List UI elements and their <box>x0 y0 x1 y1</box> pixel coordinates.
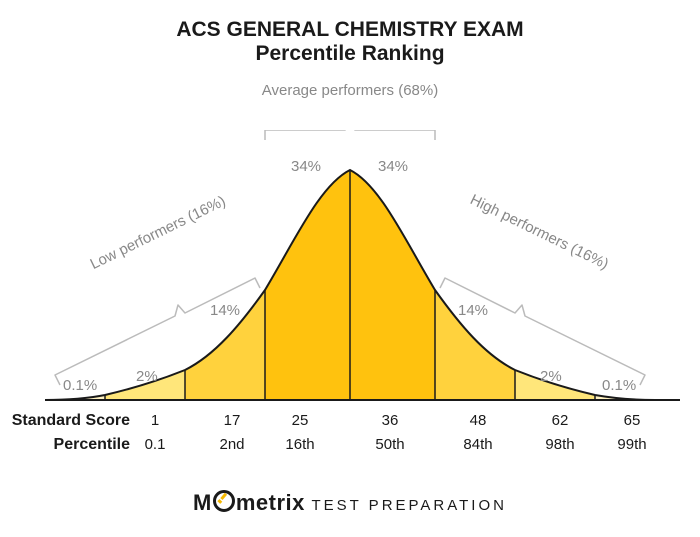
pct-region-6: 2% <box>540 368 562 385</box>
annotation-average: Average performers (68%) <box>0 82 700 99</box>
pct-region-7: 0.1% <box>602 377 636 394</box>
region-4 <box>350 170 435 400</box>
pct-tick-3: 50th <box>375 436 404 453</box>
region-dividers <box>105 170 595 400</box>
score-tick-2: 25 <box>292 412 309 429</box>
pct-tick-4: 84th <box>463 436 492 453</box>
score-tick-1: 17 <box>224 412 241 429</box>
brand-checkmark-icon <box>213 490 235 512</box>
score-tick-6: 65 <box>624 412 641 429</box>
chart-title-line2: Percentile Ranking <box>0 42 700 66</box>
pct-region-0: 0.1% <box>63 377 97 394</box>
score-tick-4: 48 <box>470 412 487 429</box>
pct-region-1: 2% <box>136 368 158 385</box>
axis-header-percentile: Percentile <box>10 436 130 454</box>
bell-curve-chart <box>0 130 700 430</box>
chart-title-line1: ACS GENERAL CHEMISTRY EXAM <box>0 18 700 42</box>
figure-root: ACS GENERAL CHEMISTRY EXAM Percentile Ra… <box>0 0 700 537</box>
pct-tick-0: 0.1 <box>145 436 166 453</box>
pct-tick-1: 2nd <box>219 436 244 453</box>
score-tick-3: 36 <box>382 412 399 429</box>
pct-tick-6: 99th <box>617 436 646 453</box>
region-3 <box>265 170 350 400</box>
pct-tick-5: 98th <box>545 436 574 453</box>
pct-tick-2: 16th <box>285 436 314 453</box>
pct-region-5: 14% <box>458 302 488 319</box>
score-tick-5: 62 <box>552 412 569 429</box>
axis-header-score: Standard Score <box>10 412 130 430</box>
brand-tagline: TEST PREPARATION <box>311 497 507 514</box>
pct-region-3: 34% <box>291 158 321 175</box>
brand-word: Mmetrix <box>193 490 305 515</box>
branding: Mmetrix TEST PREPARATION <box>0 488 700 516</box>
pct-region-4: 34% <box>378 158 408 175</box>
pct-region-2: 14% <box>210 302 240 319</box>
score-tick-0: 1 <box>151 412 159 429</box>
